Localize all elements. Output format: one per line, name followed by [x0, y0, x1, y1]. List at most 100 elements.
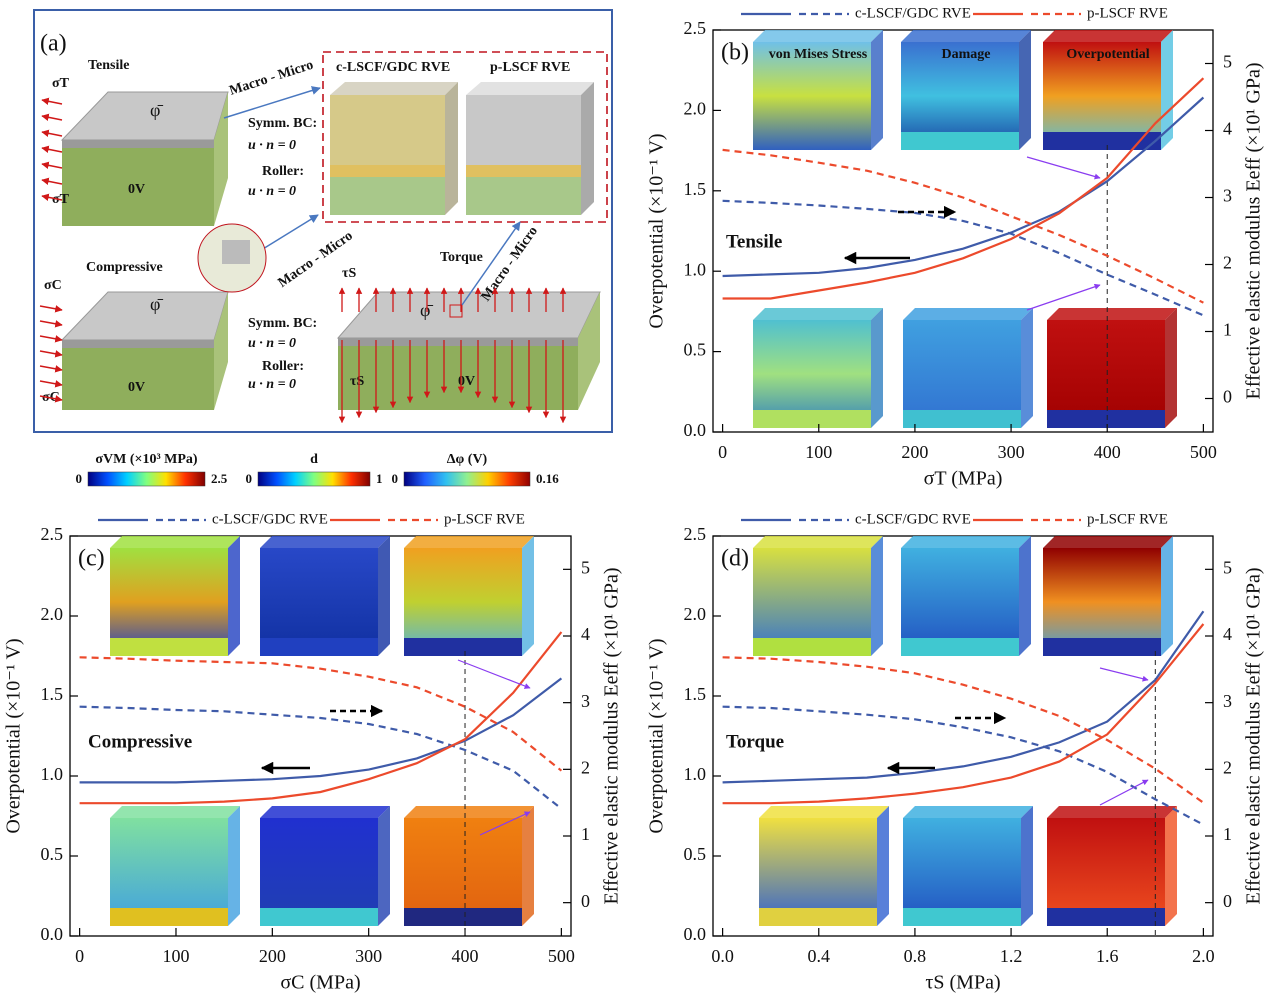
- overpotential-line: [722, 96, 1205, 278]
- inset-band: [903, 908, 1021, 926]
- y-tick-label: 1.0: [684, 764, 707, 784]
- y2-axis-title: Effective elastic modulus Eeff (×10¹ GPa…: [1243, 63, 1265, 400]
- y2-tick-label: 5: [1223, 52, 1232, 72]
- load-arrow: [39, 350, 63, 358]
- annotation: Tensile: [726, 231, 782, 252]
- x-tick-label: 400: [1094, 442, 1121, 462]
- rve-base: [330, 177, 445, 215]
- rve-label: c-LSCF/GDC RVE: [336, 60, 450, 75]
- load-arrow: [41, 193, 63, 202]
- load-arrow: [39, 305, 63, 313]
- inset-side: [228, 806, 240, 926]
- inset-top: [759, 806, 889, 818]
- inset-band: [1047, 410, 1165, 428]
- colorbar: [257, 471, 371, 487]
- inset-band: [901, 132, 1019, 150]
- inset-top: [1047, 308, 1177, 320]
- modulus-line: [722, 148, 1204, 304]
- inset-side: [228, 536, 240, 656]
- y-tick-label: 1.0: [684, 259, 707, 279]
- zoom-box: [449, 304, 463, 318]
- x-axis-title: σT (MPa): [924, 468, 1003, 490]
- load-arrow: [41, 97, 63, 106]
- inset-top: [404, 536, 534, 548]
- pointer-arrow: [1099, 667, 1149, 682]
- overpotential-line: [79, 677, 563, 784]
- colorbar: [87, 471, 206, 487]
- legend-label: p-LSCF RVE: [1087, 511, 1168, 527]
- y-tick-label: 0.0: [684, 924, 707, 944]
- rve-layer: [330, 165, 445, 177]
- inset-band: [903, 410, 1021, 428]
- colorbar-label: d: [310, 452, 318, 467]
- inset-band: [110, 908, 228, 926]
- colorbar-label: σVM (×10³ MPa): [95, 452, 198, 467]
- x-tick-label: 2.0: [1192, 946, 1215, 966]
- y2-axis-title: Effective elastic modulus Eeff (×10¹ GPa…: [1243, 568, 1265, 905]
- inset-band: [404, 908, 522, 926]
- y2-tick-label: 4: [1223, 624, 1232, 644]
- inset-top: [260, 536, 390, 548]
- x-tick-label: 100: [805, 442, 832, 462]
- y-tick-label: 1.5: [684, 684, 707, 704]
- modulus-line: [79, 656, 563, 772]
- y-axis-title: Overpotential (×10⁻¹ V): [3, 638, 25, 833]
- modulus-line: [722, 705, 1204, 826]
- overpotential-line: [79, 631, 563, 805]
- colorbar-max: 0.16: [536, 471, 559, 486]
- rve-layer: [466, 165, 581, 177]
- bc-label: Roller:: [262, 359, 304, 374]
- y2-tick-label: 4: [1223, 119, 1232, 139]
- y-tick-label: 2.0: [684, 99, 707, 119]
- link-arrow: [257, 214, 319, 253]
- y2-tick-label: 3: [581, 691, 590, 711]
- load-arrow: [39, 365, 63, 373]
- rve-top: [330, 82, 458, 95]
- ground-label: 0V: [128, 182, 145, 197]
- y2-tick-label: 4: [581, 624, 590, 644]
- modulus-line: [79, 705, 563, 810]
- inset-side: [378, 536, 390, 656]
- inset-band: [110, 638, 228, 656]
- inset-top: [753, 308, 883, 320]
- colorbar-max: 2.5: [211, 471, 228, 486]
- load-arrow: [41, 177, 63, 186]
- y-tick-label: 2.0: [41, 604, 64, 624]
- panel-a: (a) Tensile Compressive: [33, 9, 613, 433]
- overpotential-line: [722, 77, 1205, 300]
- inset-band: [404, 638, 522, 656]
- slab-front: [338, 346, 578, 410]
- case-label: Compressive: [86, 260, 163, 275]
- slab-side: [214, 292, 228, 410]
- y2-tick-label: 3: [1223, 691, 1232, 711]
- y-tick-label: 1.5: [41, 684, 64, 704]
- y2-tick-label: 1: [1223, 824, 1232, 844]
- slab-layers: [62, 140, 214, 148]
- load-arrow: [39, 320, 63, 328]
- inset-label: von Mises Stress: [769, 47, 868, 62]
- y2-tick-label: 0: [581, 891, 590, 911]
- pointer-arrow: [1099, 779, 1149, 806]
- inset-side: [1165, 308, 1177, 428]
- x-tick-label: 200: [259, 946, 286, 966]
- y2-tick-label: 2: [1223, 253, 1232, 273]
- pointer-arrow: [479, 811, 531, 836]
- y-tick-label: 2.5: [684, 524, 707, 544]
- slab-front: [62, 348, 214, 410]
- potential-label: φ̄: [150, 294, 163, 314]
- inset-side: [1161, 536, 1173, 656]
- ground-label: 0V: [128, 380, 145, 395]
- inset-band: [753, 638, 871, 656]
- inset-band: [260, 908, 378, 926]
- rve-front: [466, 95, 581, 165]
- modulus-line: [722, 199, 1204, 317]
- inset-top: [1047, 806, 1177, 818]
- link-arrow: [223, 86, 321, 119]
- legend-label: c-LSCF/GDC RVE: [212, 511, 328, 527]
- inset-top: [260, 806, 390, 818]
- y-tick-label: 1.0: [41, 764, 64, 784]
- load-label: σT: [52, 76, 70, 91]
- y-tick-label: 0.0: [684, 420, 707, 440]
- panel-label: (b): [721, 40, 749, 66]
